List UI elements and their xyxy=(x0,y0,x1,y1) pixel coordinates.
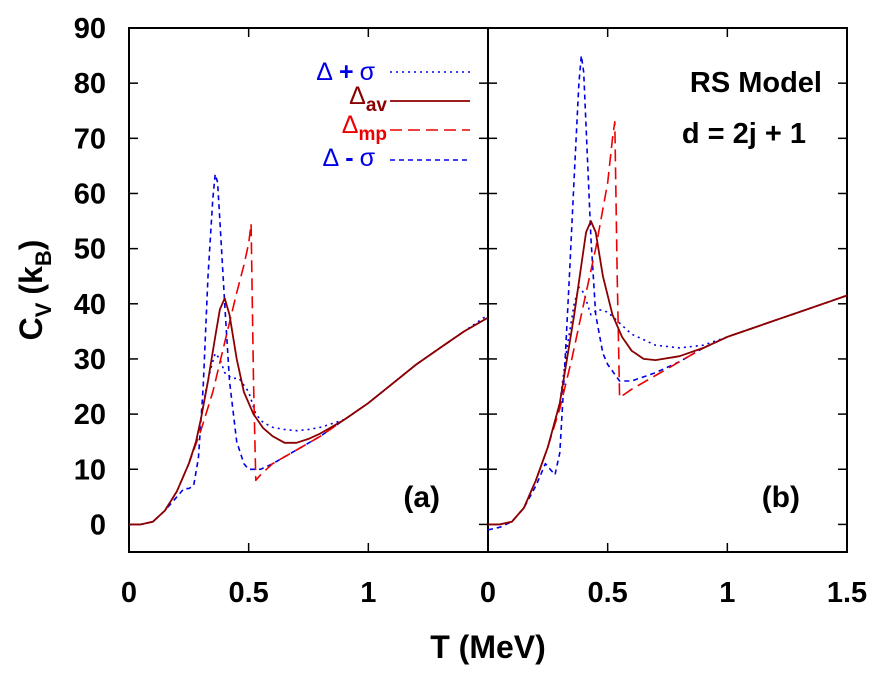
legend: Δ + σ Δav Δmp Δ-σ xyxy=(316,58,470,172)
y-tick-label: 10 xyxy=(74,454,106,486)
y-axis-title: CV (kB) xyxy=(13,240,56,341)
x-tick-label-b: 0 xyxy=(480,577,496,609)
series-line-av-panel-b xyxy=(488,221,847,524)
y-tick-label: 30 xyxy=(74,344,106,376)
legend-plus-delta: Δ xyxy=(316,58,333,86)
y-tick-label: 90 xyxy=(74,13,106,45)
panel-a-series xyxy=(129,174,488,524)
legend-mp-sub: mp xyxy=(359,124,388,145)
legend-label-plus: Δ + σ xyxy=(316,58,375,86)
y-tick-label: 50 xyxy=(74,234,106,266)
y-tick-label: 40 xyxy=(74,289,106,321)
panel-b-label: (b) xyxy=(762,481,800,514)
legend-label-mp: Δmp xyxy=(342,111,387,145)
specific-heat-chart: 01020304050607080900 0.5 1 0 0.5 1 1.5 (a) (b)… xyxy=(0,0,892,673)
y-axis-c: C xyxy=(13,317,49,340)
legend-label-minus: Δ-σ xyxy=(323,144,376,172)
legend-mp-delta: Δ xyxy=(342,111,359,139)
y-tick-label: 80 xyxy=(74,68,106,100)
y-tick-label: 20 xyxy=(74,399,106,431)
y-axis-close: ) xyxy=(13,240,49,251)
y-axis-v-sub: V xyxy=(31,302,56,317)
x-tick-label-b: 1.5 xyxy=(827,577,867,609)
legend-minus-op: - xyxy=(345,144,353,172)
y-tick-label: 70 xyxy=(74,123,106,155)
x-tick-label-a: 0 xyxy=(121,577,137,609)
y-axis-b-sub: B xyxy=(31,250,56,266)
y-tick-label: 0 xyxy=(90,509,106,541)
x-tick-label-a: 1 xyxy=(360,577,376,609)
model-annotation-line2: d = 2j + 1 xyxy=(682,118,806,150)
x-tick-label-b: 0.5 xyxy=(588,577,628,609)
panel-a-label: (a) xyxy=(403,481,440,514)
legend-minus-sigma: σ xyxy=(360,144,376,172)
legend-minus-delta: Δ xyxy=(323,144,340,172)
model-annotation-line1: RS Model xyxy=(690,67,822,99)
panel-a-frame xyxy=(129,28,488,552)
series-line-minus-panel-a xyxy=(129,174,488,524)
x-axis-title: T (MeV) xyxy=(430,629,546,665)
legend-av-delta: Δ xyxy=(349,82,366,110)
y-tick-label: 60 xyxy=(74,178,106,210)
legend-av-sub: av xyxy=(366,95,388,116)
x-tick-label-b: 1 xyxy=(719,577,735,609)
x-tick-label-a: 0.5 xyxy=(229,577,269,609)
y-axis-kb: (k xyxy=(13,266,49,295)
